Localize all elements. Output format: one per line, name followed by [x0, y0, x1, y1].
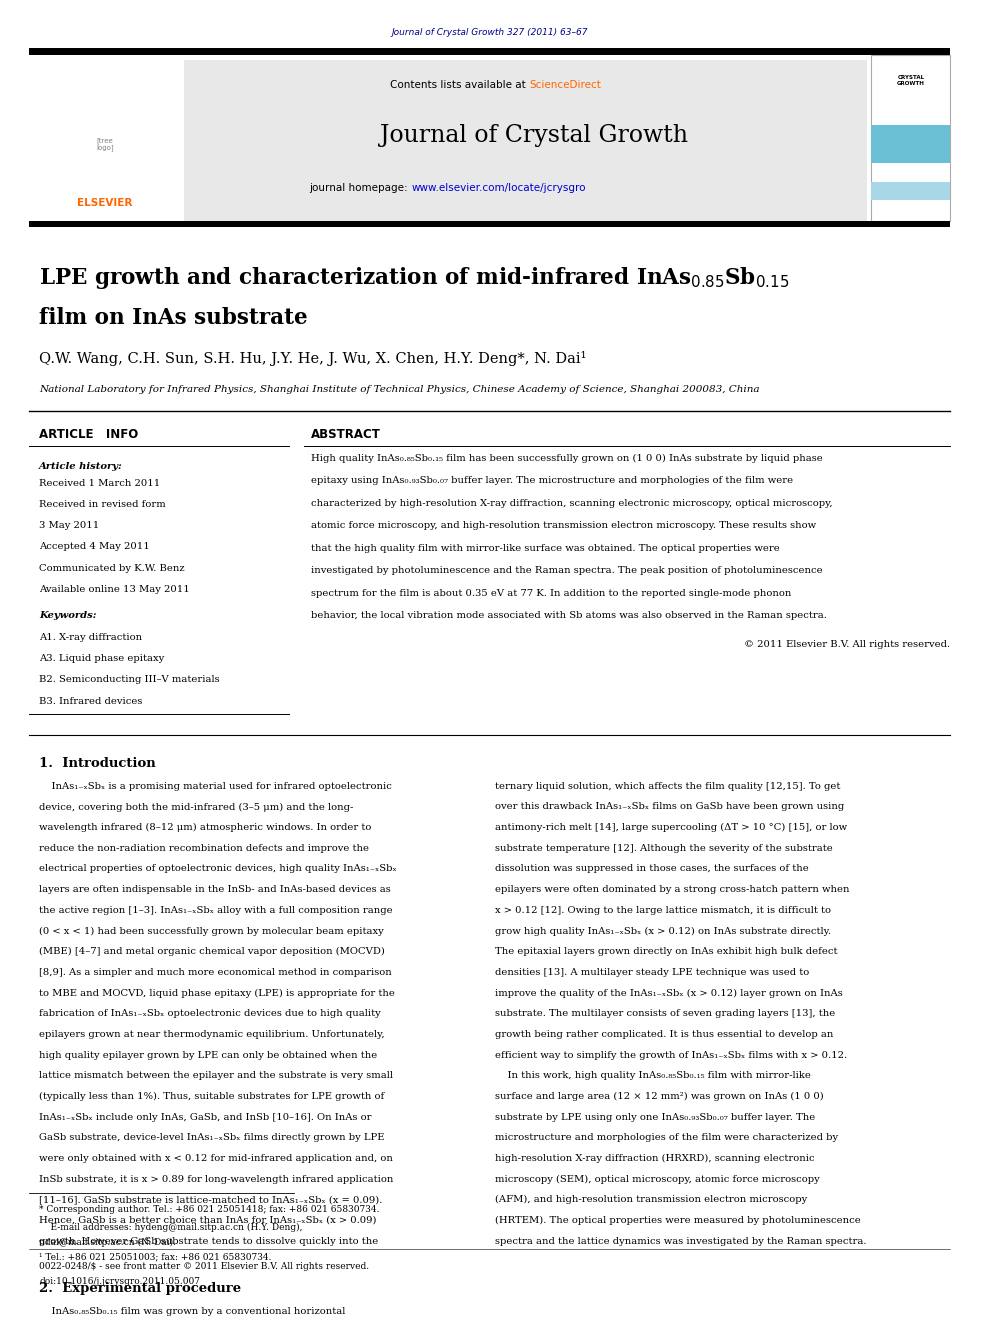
Text: over this drawback InAs₁₋ₓSbₓ films on GaSb have been grown using: over this drawback InAs₁₋ₓSbₓ films on G… [495, 803, 844, 811]
Text: In this work, high quality InAs₀.₈₅Sb₀.₁₅ film with mirror-like: In this work, high quality InAs₀.₈₅Sb₀.₁… [495, 1072, 810, 1080]
Text: microscopy (SEM), optical microscopy, atomic force microscopy: microscopy (SEM), optical microscopy, at… [495, 1175, 819, 1184]
Text: electrical properties of optoelectronic devices, high quality InAs₁₋ₓSbₓ: electrical properties of optoelectronic … [40, 864, 397, 873]
Text: high quality epilayer grown by LPE can only be obtained when the: high quality epilayer grown by LPE can o… [40, 1050, 377, 1060]
Text: ¹ Tel.: +86 021 25051003; fax: +86 021 65830734.: ¹ Tel.: +86 021 25051003; fax: +86 021 6… [40, 1253, 272, 1262]
Text: epilayers grown at near thermodynamic equilibrium. Unfortunately,: epilayers grown at near thermodynamic eq… [40, 1029, 385, 1039]
FancyBboxPatch shape [30, 221, 950, 226]
Text: ScienceDirect: ScienceDirect [529, 81, 601, 90]
FancyBboxPatch shape [30, 60, 867, 224]
Text: Keywords:: Keywords: [40, 611, 96, 620]
Text: substrate temperature [12]. Although the severity of the substrate: substrate temperature [12]. Although the… [495, 844, 832, 853]
Text: densities [13]. A multilayer steady LPE technique was used to: densities [13]. A multilayer steady LPE … [495, 968, 809, 976]
Text: 2.  Experimental procedure: 2. Experimental procedure [40, 1282, 241, 1295]
FancyBboxPatch shape [30, 48, 950, 56]
Text: ARTICLE   INFO: ARTICLE INFO [40, 429, 139, 442]
Text: InSb substrate, it is x > 0.89 for long-wavelength infrared application: InSb substrate, it is x > 0.89 for long-… [40, 1175, 394, 1184]
Text: Contents lists available at: Contents lists available at [390, 81, 529, 90]
Text: reduce the non-radiation recombination defects and improve the: reduce the non-radiation recombination d… [40, 844, 369, 853]
Text: fabrication of InAs₁₋ₓSbₓ optoelectronic devices due to high quality: fabrication of InAs₁₋ₓSbₓ optoelectronic… [40, 1009, 381, 1019]
Text: [8,9]. As a simpler and much more economical method in comparison: [8,9]. As a simpler and much more econom… [40, 968, 392, 976]
Text: Received in revised form: Received in revised form [40, 500, 166, 509]
Text: atomic force microscopy, and high-resolution transmission electron microscopy. T: atomic force microscopy, and high-resolu… [310, 521, 815, 531]
Text: 1.  Introduction: 1. Introduction [40, 757, 156, 770]
Text: epilayers were often dominated by a strong cross-hatch pattern when: epilayers were often dominated by a stro… [495, 885, 849, 894]
Text: Available online 13 May 2011: Available online 13 May 2011 [40, 585, 189, 594]
Text: ndai@mail.sitp.ac.cn (N. Dai).: ndai@mail.sitp.ac.cn (N. Dai). [40, 1238, 177, 1248]
FancyBboxPatch shape [871, 126, 950, 163]
Text: growth. However GaSb substrate tends to dissolve quickly into the: growth. However GaSb substrate tends to … [40, 1237, 378, 1245]
Text: journal homepage:: journal homepage: [310, 183, 412, 193]
Text: wavelength infrared (8–12 μm) atmospheric windows. In order to: wavelength infrared (8–12 μm) atmospheri… [40, 823, 372, 832]
Text: Received 1 March 2011: Received 1 March 2011 [40, 479, 161, 488]
Text: www.elsevier.com/locate/jcrysgro: www.elsevier.com/locate/jcrysgro [412, 183, 586, 193]
Text: behavior, the local vibration mode associated with Sb atoms was also observed in: behavior, the local vibration mode assoc… [310, 611, 826, 620]
Text: 0022-0248/$ - see front matter © 2011 Elsevier B.V. All rights reserved.: 0022-0248/$ - see front matter © 2011 El… [40, 1262, 369, 1270]
Text: CRYSTAL
GROWTH: CRYSTAL GROWTH [897, 75, 926, 86]
Text: that the high quality film with mirror-like surface was obtained. The optical pr: that the high quality film with mirror-l… [310, 544, 780, 553]
Text: * Corresponding author. Tel.: +86 021 25051418; fax: +86 021 65830734.: * Corresponding author. Tel.: +86 021 25… [40, 1205, 380, 1215]
Text: (AFM), and high-resolution transmission electron microscopy: (AFM), and high-resolution transmission … [495, 1195, 807, 1204]
Text: LPE growth and characterization of mid-infrared InAs$_{0.85}$Sb$_{0.15}$: LPE growth and characterization of mid-i… [40, 265, 790, 291]
Text: device, covering both the mid-infrared (3–5 μm) and the long-: device, covering both the mid-infrared (… [40, 803, 353, 811]
Text: x > 0.12 [12]. Owing to the large lattice mismatch, it is difficult to: x > 0.12 [12]. Owing to the large lattic… [495, 906, 830, 914]
Text: growth being rather complicated. It is thus essential to develop an: growth being rather complicated. It is t… [495, 1029, 833, 1039]
Text: InAs₀.₈₅Sb₀.₁₅ film was grown by a conventional horizontal: InAs₀.₈₅Sb₀.₁₅ film was grown by a conve… [40, 1307, 345, 1316]
Text: substrate. The multilayer consists of seven grading layers [13], the: substrate. The multilayer consists of se… [495, 1009, 835, 1019]
Text: InAs₁₋ₓSbₓ include only InAs, GaSb, and InSb [10–16]. On InAs or: InAs₁₋ₓSbₓ include only InAs, GaSb, and … [40, 1113, 372, 1122]
Text: to MBE and MOCVD, liquid phase epitaxy (LPE) is appropriate for the: to MBE and MOCVD, liquid phase epitaxy (… [40, 988, 395, 998]
Text: [11–16]. GaSb substrate is lattice-matched to InAs₁₋ₓSbₓ (x = 0.09).: [11–16]. GaSb substrate is lattice-match… [40, 1195, 383, 1204]
Text: doi:10.1016/j.jcrysgro.2011.05.007: doi:10.1016/j.jcrysgro.2011.05.007 [40, 1277, 200, 1286]
Text: ternary liquid solution, which affects the film quality [12,15]. To get: ternary liquid solution, which affects t… [495, 782, 840, 791]
Text: spectrum for the film is about 0.35 eV at 77 K. In addition to the reported sing: spectrum for the film is about 0.35 eV a… [310, 589, 791, 598]
Text: High quality InAs₀.₈₅Sb₀.₁₅ film has been successfully grown on (1 0 0) InAs sub: High quality InAs₀.₈₅Sb₀.₁₅ film has bee… [310, 454, 822, 463]
Text: efficient way to simplify the growth of InAs₁₋ₓSbₓ films with x > 0.12.: efficient way to simplify the growth of … [495, 1050, 847, 1060]
Text: (typically less than 1%). Thus, suitable substrates for LPE growth of: (typically less than 1%). Thus, suitable… [40, 1091, 385, 1101]
Text: the active region [1–3]. InAs₁₋ₓSbₓ alloy with a full composition range: the active region [1–3]. InAs₁₋ₓSbₓ allo… [40, 906, 393, 914]
Text: high-resolution X-ray diffraction (HRXRD), scanning electronic: high-resolution X-ray diffraction (HRXRD… [495, 1154, 814, 1163]
FancyBboxPatch shape [871, 181, 950, 201]
Text: InAs₁₋ₓSbₓ is a promising material used for infrared optoelectronic: InAs₁₋ₓSbₓ is a promising material used … [40, 782, 392, 791]
Text: (MBE) [4–7] and metal organic chemical vapor deposition (MOCVD): (MBE) [4–7] and metal organic chemical v… [40, 947, 385, 957]
Text: were only obtained with x < 0.12 for mid-infrared application and, on: were only obtained with x < 0.12 for mid… [40, 1154, 393, 1163]
Text: Accepted 4 May 2011: Accepted 4 May 2011 [40, 542, 150, 552]
Text: B2. Semiconducting III–V materials: B2. Semiconducting III–V materials [40, 675, 220, 684]
Text: spectra and the lattice dynamics was investigated by the Raman spectra.: spectra and the lattice dynamics was inv… [495, 1237, 866, 1245]
Text: (HRTEM). The optical properties were measured by photoluminescence: (HRTEM). The optical properties were mea… [495, 1216, 860, 1225]
Text: [tree
logo]: [tree logo] [96, 136, 114, 151]
Text: © 2011 Elsevier B.V. All rights reserved.: © 2011 Elsevier B.V. All rights reserved… [744, 640, 950, 650]
Text: A1. X-ray diffraction: A1. X-ray diffraction [40, 632, 142, 642]
Text: epitaxy using InAs₀.₉₃Sb₀.₀₇ buffer layer. The microstructure and morphologies o: epitaxy using InAs₀.₉₃Sb₀.₀₇ buffer laye… [310, 476, 793, 486]
Text: Communicated by K.W. Benz: Communicated by K.W. Benz [40, 564, 185, 573]
Text: lattice mismatch between the epilayer and the substrate is very small: lattice mismatch between the epilayer an… [40, 1072, 393, 1080]
Text: B3. Infrared devices: B3. Infrared devices [40, 697, 143, 705]
Text: Hence, GaSb is a better choice than InAs for InAs₁₋ₓSbₓ (x > 0.09): Hence, GaSb is a better choice than InAs… [40, 1216, 377, 1225]
Text: Q.W. Wang, C.H. Sun, S.H. Hu, J.Y. He, J. Wu, X. Chen, H.Y. Deng*, N. Dai¹: Q.W. Wang, C.H. Sun, S.H. Hu, J.Y. He, J… [40, 351, 586, 366]
Text: surface and large area (12 × 12 mm²) was grown on InAs (1 0 0): surface and large area (12 × 12 mm²) was… [495, 1091, 823, 1101]
Text: GaSb substrate, device-level InAs₁₋ₓSbₓ films directly grown by LPE: GaSb substrate, device-level InAs₁₋ₓSbₓ … [40, 1134, 385, 1142]
Text: microstructure and morphologies of the film were characterized by: microstructure and morphologies of the f… [495, 1134, 838, 1142]
Text: E-mail addresses: hydeng@mail.sitp.ac.cn (H.Y. Deng),: E-mail addresses: hydeng@mail.sitp.ac.cn… [40, 1222, 303, 1232]
Text: Article history:: Article history: [40, 462, 123, 471]
Text: substrate by LPE using only one InAs₀.₉₃Sb₀.₀₇ buffer layer. The: substrate by LPE using only one InAs₀.₉₃… [495, 1113, 815, 1122]
Text: Journal of Crystal Growth: Journal of Crystal Growth [380, 124, 688, 147]
Text: National Laboratory for Infrared Physics, Shanghai Institute of Technical Physic: National Laboratory for Infrared Physics… [40, 385, 760, 394]
FancyBboxPatch shape [30, 60, 185, 224]
Text: investigated by photoluminescence and the Raman spectra. The peak position of ph: investigated by photoluminescence and th… [310, 566, 822, 576]
Text: 3 May 2011: 3 May 2011 [40, 521, 99, 531]
Text: Journal of Crystal Growth 327 (2011) 63–67: Journal of Crystal Growth 327 (2011) 63–… [392, 28, 588, 37]
Text: film on InAs substrate: film on InAs substrate [40, 307, 308, 329]
Text: grow high quality InAs₁₋ₓSbₓ (x > 0.12) on InAs substrate directly.: grow high quality InAs₁₋ₓSbₓ (x > 0.12) … [495, 926, 830, 935]
Text: (0 < x < 1) had been successfully grown by molecular beam epitaxy: (0 < x < 1) had been successfully grown … [40, 926, 384, 935]
Text: ABSTRACT: ABSTRACT [310, 429, 381, 442]
Text: layers are often indispensable in the InSb- and InAs-based devices as: layers are often indispensable in the In… [40, 885, 391, 894]
Text: dissolution was suppressed in those cases, the surfaces of the: dissolution was suppressed in those case… [495, 864, 808, 873]
Text: A3. Liquid phase epitaxy: A3. Liquid phase epitaxy [40, 654, 165, 663]
FancyBboxPatch shape [871, 56, 950, 221]
Text: antimony-rich melt [14], large supercooling (ΔT > 10 °C) [15], or low: antimony-rich melt [14], large supercool… [495, 823, 847, 832]
Text: characterized by high-resolution X-ray diffraction, scanning electronic microsco: characterized by high-resolution X-ray d… [310, 499, 832, 508]
Text: The epitaxial layers grown directly on InAs exhibit high bulk defect: The epitaxial layers grown directly on I… [495, 947, 837, 957]
Text: ELSEVIER: ELSEVIER [77, 198, 133, 208]
Text: improve the quality of the InAs₁₋ₓSbₓ (x > 0.12) layer grown on InAs: improve the quality of the InAs₁₋ₓSbₓ (x… [495, 988, 842, 998]
